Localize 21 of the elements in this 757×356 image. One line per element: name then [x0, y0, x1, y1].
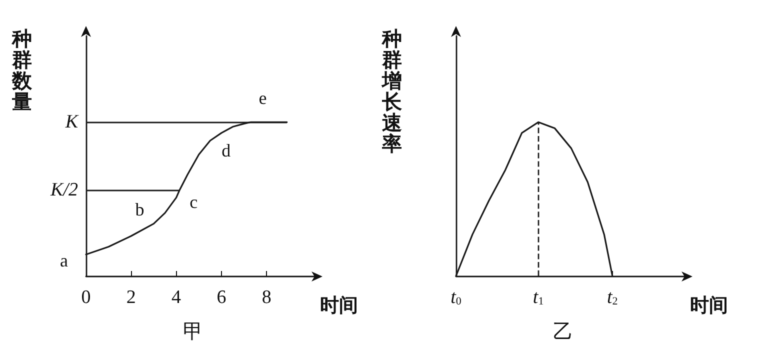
- x-axis-title: 时间: [320, 294, 358, 316]
- x-tick-label: t0: [450, 287, 462, 308]
- y-axis-title: 种群数量: [11, 26, 33, 114]
- x-axis-title: 时间: [690, 294, 728, 316]
- y-axis-title: 种群增长速率: [381, 26, 403, 156]
- x-tick-label: t2: [607, 287, 618, 308]
- x-tick-label: 6: [216, 287, 226, 308]
- ref-line-label: K/2: [50, 179, 78, 200]
- x-tick-label: t1: [532, 287, 544, 308]
- text: 甲: [183, 319, 203, 343]
- annotation: c: [190, 192, 198, 212]
- x-tick-label: 0: [81, 287, 91, 308]
- annotation: e: [258, 88, 267, 108]
- annotation: b: [135, 200, 144, 220]
- x-tick-label: 4: [172, 287, 182, 308]
- text: 乙: [553, 319, 573, 343]
- x-tick-label: 2: [126, 287, 136, 308]
- ref-line-label: K: [64, 112, 80, 133]
- annotation: a: [60, 250, 68, 270]
- x-tick-label: 8: [262, 287, 272, 308]
- annotation: d: [222, 140, 231, 161]
